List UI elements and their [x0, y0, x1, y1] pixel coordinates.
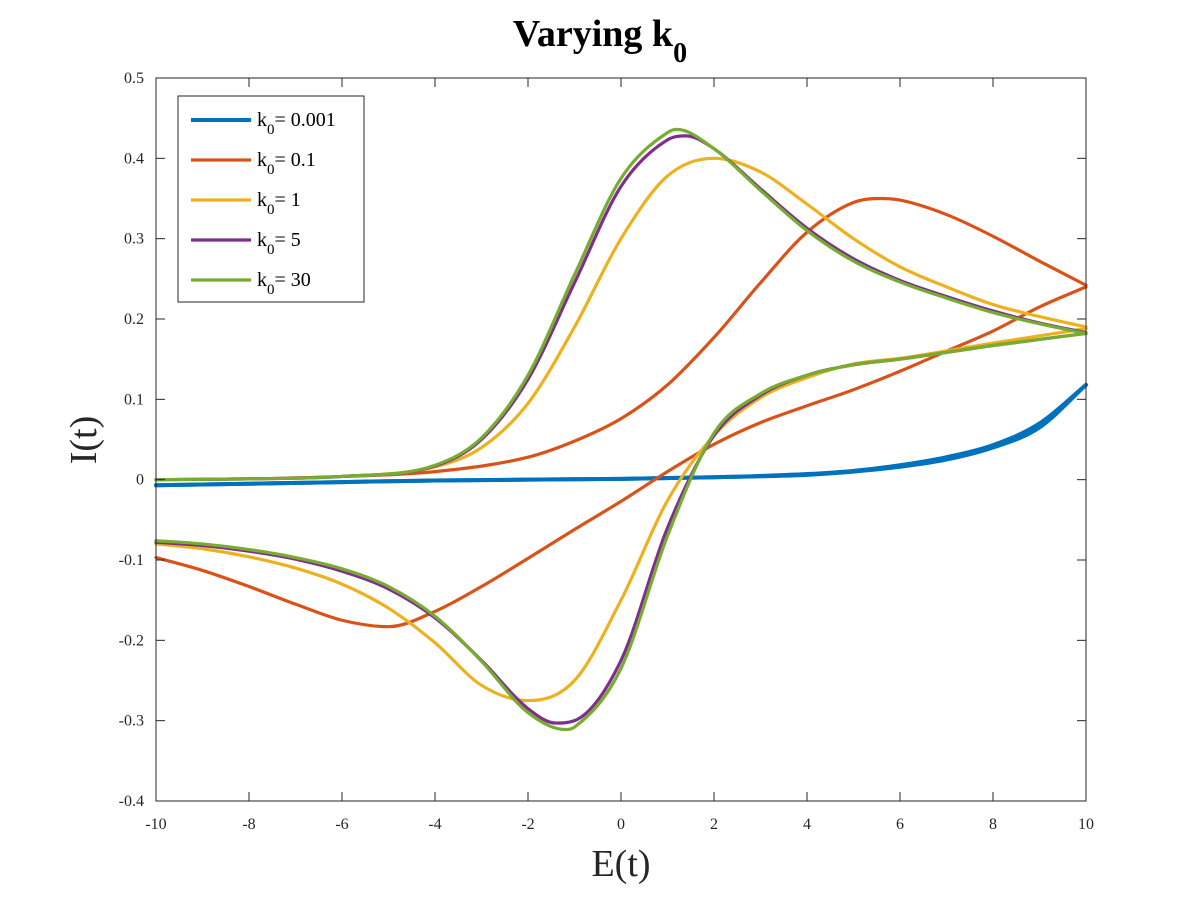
plot-area — [154, 77, 1088, 802]
x-tick-label: 0 — [617, 816, 625, 833]
legend-label: k0= 0.001 — [257, 109, 336, 138]
y-axis-label: I(t) — [63, 416, 105, 465]
x-tick-label: -2 — [521, 816, 534, 833]
x-tick-label: 8 — [989, 816, 997, 833]
legend-label: k0= 5 — [257, 229, 301, 258]
legend-label: k0= 30 — [257, 269, 311, 298]
chart-title: Varying k0 — [513, 13, 687, 69]
legend-label: k0= 1 — [257, 189, 301, 218]
x-tick-label: 4 — [803, 816, 811, 833]
series-layer — [154, 127, 1088, 732]
legend-item-4: k0= 5 — [191, 229, 301, 258]
series-line-1-reverse — [154, 382, 1088, 488]
tick-layer: -10 -8 -6 -4 -2 0 2 4 6 8 10 -0.4 -0.3 -0.2 -0.1 0 0.1 0.… — [119, 70, 1094, 833]
series-1 — [154, 382, 1088, 488]
y-tick-label: 0.2 — [124, 311, 144, 328]
legend: k0= 0.001 k0= 0.1 k0= 1 k0= 5 k0= 30 — [177, 95, 365, 303]
x-tick-label: 2 — [710, 816, 718, 833]
x-tick-label: 6 — [896, 816, 904, 833]
y-tick-label: 0 — [136, 472, 144, 489]
series-line-5-forward — [154, 127, 1088, 482]
x-tick-label: -4 — [428, 816, 441, 833]
x-tick-label: -8 — [242, 816, 255, 833]
y-tick-label: -0.4 — [119, 793, 144, 810]
series-line-5-reverse — [154, 331, 1088, 732]
y-tick-label: 0.3 — [124, 231, 144, 248]
legend-item-3: k0= 1 — [191, 189, 301, 218]
chart-title-text: Varying k — [513, 13, 674, 55]
y-tick-label: 0.1 — [124, 391, 144, 408]
x-tick-label: -10 — [145, 816, 166, 833]
x-tick-label: -6 — [335, 816, 348, 833]
series-line-2-reverse — [154, 285, 1088, 629]
y-tick-label: -0.3 — [119, 713, 144, 730]
y-tick-label: -0.2 — [119, 632, 144, 649]
y-tick-label: 0.4 — [124, 150, 144, 167]
legend-item-5: k0= 30 — [191, 269, 311, 298]
x-axis-label: E(t) — [591, 843, 650, 885]
x-tick-label: 10 — [1078, 816, 1094, 833]
y-tick-label: -0.1 — [119, 552, 144, 569]
series-5 — [154, 127, 1088, 732]
y-tick-label: 0.5 — [124, 70, 144, 87]
legend-item-2: k0= 0.1 — [191, 149, 316, 178]
legend-item-1: k0= 0.001 — [191, 109, 336, 138]
chart-title-subscript: 0 — [673, 38, 687, 69]
legend-label: k0= 0.1 — [257, 149, 316, 178]
